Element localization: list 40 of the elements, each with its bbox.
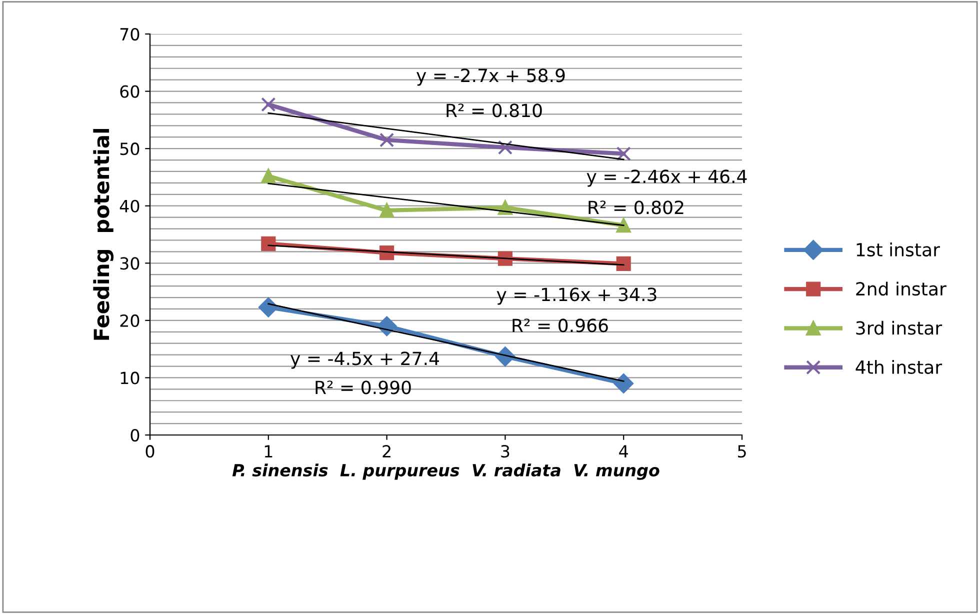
x-tick-label: 2 [382, 445, 390, 458]
legend-label: 3rd instar [856, 320, 942, 335]
point [616, 256, 631, 272]
legend-label: 2nd instar [856, 282, 946, 296]
point [616, 146, 631, 162]
y-tick-label: 60 [120, 85, 140, 98]
point [380, 132, 394, 148]
annotation: y = -4.5x + 27.4 [290, 352, 439, 369]
annotation: R² = 0.966 [512, 318, 608, 332]
x-axis-title: P. sinensis L. purpureus V. radiata V. mungo [232, 464, 660, 480]
annotation: y = -2.7x + 58.9 [416, 68, 565, 86]
y-tick-label: 0 [130, 428, 140, 442]
y-tick-label: 40 [120, 200, 140, 212]
legend-label: 1st instar [856, 242, 940, 257]
y-tick-label: 70 [120, 28, 140, 41]
point [616, 218, 631, 233]
annotation: y = -1.16x + 34.3 [496, 288, 656, 305]
x-tick-label: 5 [738, 445, 746, 458]
annotation: R² = 0.990 [316, 380, 411, 394]
point [261, 236, 276, 251]
y-tick-label: 30 [120, 257, 140, 270]
legend-label: 4th instar [856, 360, 942, 374]
point [258, 297, 278, 318]
annotation: R² = 0.802 [588, 200, 684, 214]
y-tick-label: 50 [120, 142, 140, 156]
y-axis-title: Feeding potential [93, 129, 114, 340]
point [261, 97, 276, 112]
point [498, 140, 512, 155]
x-tick-label: 1 [264, 445, 272, 458]
x-tick-label: 3 [501, 445, 510, 458]
point [380, 203, 394, 218]
point [614, 374, 634, 394]
y-tick-label: 10 [120, 372, 140, 384]
point [261, 168, 276, 184]
x-tick-label: 4 [619, 445, 628, 458]
annotation: R² = 0.810 [446, 104, 542, 118]
point [376, 316, 397, 336]
y-tick-label: 20 [120, 314, 140, 327]
x-tick-label: 0 [146, 445, 154, 458]
annotation: y = -2.46x + 46.4 [586, 170, 747, 187]
